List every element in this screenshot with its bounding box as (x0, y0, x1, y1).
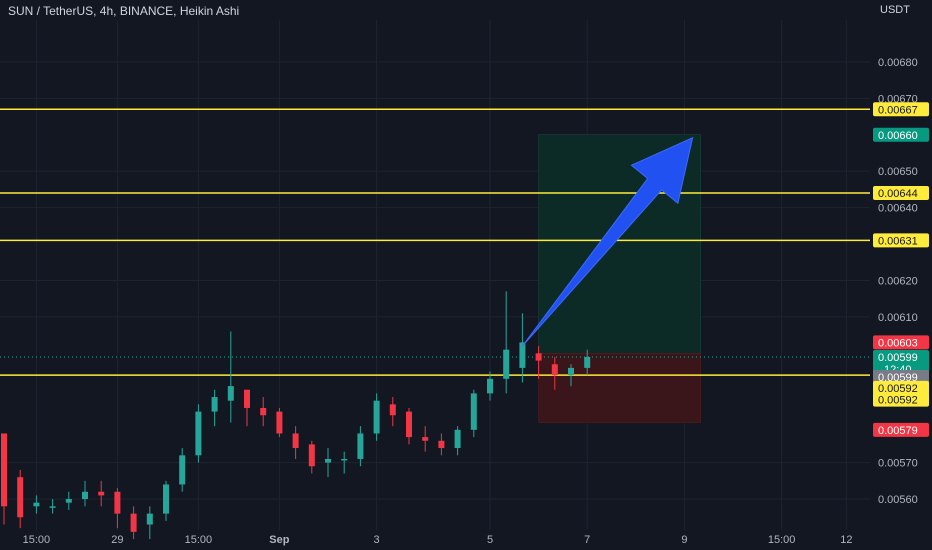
price-tag-label: 0.00592 (878, 395, 918, 407)
price-tag (873, 422, 929, 437)
price-tag-label: 0.00603 (878, 337, 918, 349)
trend-arrow[interactable] (521, 136, 694, 347)
x-tick-label: 5 (487, 534, 493, 546)
y-tick-label: 0.00650 (878, 166, 918, 178)
price-tag (873, 349, 929, 376)
price-tag (873, 102, 929, 117)
price-tag (873, 127, 929, 142)
price-labels: 0.00667 0.00660 0.00644 0.00631 0.00603 0.005… (873, 102, 929, 437)
price-tag (873, 233, 929, 248)
candle-body (82, 491, 88, 500)
x-tick-label: 15:00 (768, 534, 796, 546)
candle-body (357, 433, 364, 459)
x-tick-label: 3 (374, 534, 380, 546)
candle-body (244, 389, 250, 408)
candle-body (568, 367, 574, 376)
x-tick-label: 12 (840, 534, 852, 546)
x-tick-label: 29 (111, 534, 123, 546)
x-tick-label: 15:00 (185, 534, 213, 546)
candle-body (438, 440, 445, 449)
price-tag (873, 186, 929, 201)
candle-body (49, 506, 56, 508)
candle-body (211, 397, 218, 412)
grid-lines (0, 20, 870, 530)
candle-body (195, 411, 202, 456)
price-tag (873, 392, 929, 407)
chart-title: SUN / TetherUS, 4h, BINANCE, Heikin Ashi (8, 4, 240, 18)
candle-body (503, 349, 510, 379)
price-tag-label: 0.00644 (878, 188, 918, 200)
candle-body (98, 491, 105, 496)
price-tag (873, 335, 929, 350)
candle-body (308, 444, 315, 467)
candle-body (65, 499, 72, 503)
price-tag (873, 370, 929, 384)
x-tick-label: 7 (584, 534, 590, 546)
candle-body (373, 400, 380, 434)
candle-body (146, 513, 153, 525)
candle-body (551, 364, 558, 376)
y-tick-label: 0.00570 (878, 458, 918, 470)
candle-body (406, 411, 412, 438)
candle-body (470, 393, 477, 430)
x-tick-label: Sep (269, 534, 289, 546)
stop-zone (538, 353, 701, 423)
candle-body (33, 502, 40, 507)
candle-body (584, 356, 591, 368)
candle-body (163, 484, 169, 514)
x-tick-label: 15:00 (23, 534, 51, 546)
candle-body (519, 342, 526, 368)
price-tag-label: 0.00592 (878, 383, 918, 395)
candle-body (227, 386, 234, 401)
candle-body (422, 437, 429, 441)
price-tag-label: 0.00599 (878, 352, 918, 364)
candle-body (17, 477, 24, 518)
y-tick-label: 0.00560 (878, 494, 918, 506)
arrow-icon (521, 136, 694, 347)
y-tick-label: 0.00640 (878, 203, 918, 215)
candle-body (389, 404, 396, 416)
price-tag (873, 380, 929, 395)
price-tag-label: 0.00667 (878, 104, 918, 116)
axis-unit: USDT (880, 4, 910, 16)
candle-body (114, 491, 121, 514)
candle-body (276, 411, 283, 434)
x-tick-label: 9 (681, 534, 687, 546)
horizontal-levels[interactable] (0, 108, 870, 376)
position-zones (0, 134, 870, 423)
time-axis[interactable]: 15:00 29 15:00 Sep 3 5 7 9 15:00 12 (23, 534, 853, 546)
candle-body (325, 458, 331, 463)
price-axis[interactable]: 0.006800.006700.006500.006400.006200.006… (878, 57, 918, 506)
candles (1, 291, 591, 540)
y-tick-label: 0.00620 (878, 275, 918, 287)
candle-body (130, 513, 137, 532)
price-tag-label: 0.00579 (878, 425, 918, 437)
candle-body (1, 433, 7, 507)
y-tick-label: 0.00610 (878, 312, 918, 324)
price-tag-label: 0.00660 (878, 130, 918, 142)
candle-body (341, 458, 348, 461)
y-tick-label: 0.00680 (878, 57, 918, 69)
candle-body (260, 407, 267, 416)
candle-body (454, 429, 461, 449)
candle-body (487, 378, 493, 394)
candle-body (292, 433, 299, 449)
candle-body (535, 353, 542, 361)
candle-body (179, 455, 186, 485)
price-tag-label: 0.00631 (878, 235, 918, 247)
